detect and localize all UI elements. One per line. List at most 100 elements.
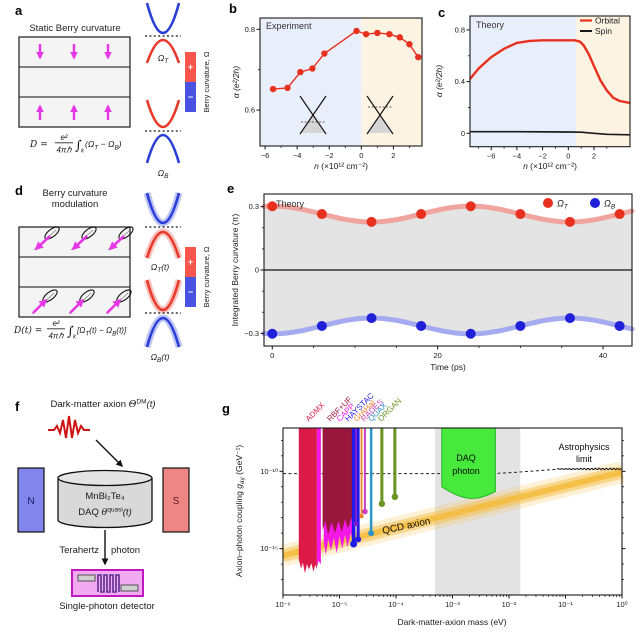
y-label-sub: aγ bbox=[239, 476, 246, 484]
axion-label: Dark-matter axion ΘDM(t) bbox=[50, 399, 155, 411]
legend-omega-t-label: ΩT bbox=[557, 199, 569, 211]
theory-annotation: Theory bbox=[276, 199, 305, 209]
colorbar-plus: + bbox=[188, 62, 193, 72]
panel-e-letter: e bbox=[227, 181, 235, 196]
omega-top-label: ΩT bbox=[158, 53, 169, 65]
x-tick-label: −4 bbox=[293, 151, 302, 160]
formula-mid: (t) − Ω bbox=[89, 326, 112, 335]
detector-pad bbox=[120, 584, 139, 592]
formula-mid: − Ω bbox=[98, 139, 115, 149]
panel-c-chart: −6 −4 −2 0 2 0.8 0.4 0 Theory Orbital Spin α (e… bbox=[434, 15, 631, 171]
formula-open: [Ω bbox=[76, 326, 85, 335]
omega-suffix: (t) bbox=[161, 262, 169, 272]
daq-post: (t) bbox=[123, 507, 132, 518]
data-point bbox=[406, 41, 413, 48]
data-point bbox=[374, 29, 381, 37]
crystal-cylinder: MnBi₂Te₄ DAQ θquasi(t) bbox=[57, 469, 153, 529]
integral-subscript: k bbox=[81, 149, 85, 155]
omega-t-point bbox=[515, 209, 526, 220]
data-point bbox=[362, 30, 370, 38]
y-label-g: g bbox=[234, 484, 244, 489]
x-axis-label: n (×10¹² cm⁻²) bbox=[523, 161, 577, 171]
panel-d-title-line2: modulation bbox=[52, 199, 98, 210]
precessing-moments-top bbox=[33, 226, 134, 251]
omega-t-point bbox=[366, 216, 377, 227]
chart-b-dynamic: −6 −4 −2 0 2 0.8 0.6 bbox=[245, 25, 422, 160]
x-label-units: (×10¹² cm⁻²) bbox=[528, 161, 577, 171]
panel-a-letter: a bbox=[15, 3, 23, 18]
integral-sign: ∫ bbox=[75, 139, 82, 154]
legend-omega-b-dot bbox=[590, 198, 600, 208]
y-axis-label: α (e²/2h) bbox=[231, 66, 241, 98]
band-structures-modulated bbox=[143, 192, 183, 348]
x-tick-label: 20 bbox=[433, 351, 441, 360]
plot-frame bbox=[263, 193, 633, 347]
data-point bbox=[297, 68, 304, 76]
x-tick-label: −6 bbox=[487, 152, 496, 161]
x-tick-label: 10⁻⁴ bbox=[388, 600, 404, 609]
x-tick-label: 0 bbox=[359, 151, 363, 160]
exclusion-region-CAPP bbox=[316, 428, 321, 568]
magnet-south-label: S bbox=[173, 496, 180, 507]
formula-open: (Ω bbox=[85, 139, 95, 149]
data-point bbox=[269, 85, 277, 93]
chart-e-dynamic: 0 20 40 0.3 0 −0.3 bbox=[244, 201, 635, 360]
formula-sub-t: T bbox=[94, 145, 99, 152]
precessing-moments-bottom bbox=[31, 289, 132, 315]
data-point bbox=[386, 30, 393, 38]
exclusion-line-end-QUAX bbox=[368, 530, 375, 537]
detector-meander bbox=[97, 574, 120, 593]
formula-modulated: D(t) = e² 4πℏ ∫ k [ΩT(t) − ΩB(t)] bbox=[13, 319, 127, 341]
photon-label: photon bbox=[111, 545, 140, 556]
data-point bbox=[353, 27, 360, 35]
panel-b-letter: b bbox=[229, 1, 237, 16]
x-tick-label: 2 bbox=[592, 152, 596, 161]
y-tick-label: 0.8 bbox=[245, 25, 255, 34]
single-photon-detector bbox=[71, 569, 144, 597]
y-axis-label: Axion–photon coupling gaγ (GeV⁻¹) bbox=[234, 445, 246, 578]
data-point bbox=[415, 53, 422, 61]
daq-photon-label-line1: DAQ bbox=[456, 453, 476, 463]
omega-t-point bbox=[614, 209, 625, 220]
omega-top-label: ΩT(t) bbox=[151, 262, 170, 274]
omega-base: Ω bbox=[158, 168, 165, 178]
x-tick-label: −2 bbox=[538, 152, 547, 161]
exclusion-line-end-ORGAN bbox=[378, 500, 386, 507]
plot-frame bbox=[259, 17, 423, 147]
magnetization-arrows-down bbox=[36, 44, 112, 60]
crystal-material-label: MnBi₂Te₄ bbox=[85, 491, 124, 502]
data-point bbox=[321, 50, 328, 57]
valence-band-top bbox=[145, 38, 181, 64]
omega-b-point bbox=[465, 328, 476, 339]
panel-a-title: Static Berry curvature bbox=[29, 23, 120, 34]
omega-sub: T bbox=[164, 58, 169, 65]
formula-body: (ΩT − ΩB) bbox=[85, 139, 122, 152]
axion-sup: DM bbox=[136, 399, 146, 406]
omega-suffix: (t) bbox=[161, 352, 169, 362]
exclusion-line-end-HAYSTAC-2 bbox=[355, 536, 362, 543]
experiment-label-ADMX: ADMX bbox=[304, 400, 327, 423]
y-label-post: (GeV⁻¹) bbox=[234, 445, 244, 478]
formula-denominator: 4πℏ bbox=[49, 332, 65, 341]
valence-band-bottom bbox=[145, 133, 181, 164]
y-tick-label: 10⁻¹⁰ bbox=[260, 467, 278, 476]
x-axis-label: n (×10¹² cm⁻²) bbox=[314, 161, 368, 171]
omega-base: Ω bbox=[151, 262, 158, 272]
legend: Orbital Spin bbox=[580, 16, 620, 36]
dirac-cone-inset-right bbox=[366, 95, 394, 135]
daq-photon-label-line2: photon bbox=[452, 466, 480, 476]
y-tick-label: 10⁻¹⁵ bbox=[260, 544, 278, 553]
y-tick-label: 0.8 bbox=[455, 25, 465, 34]
conduction-band-top bbox=[145, 2, 181, 35]
formula-sub-b: B bbox=[112, 331, 117, 338]
exclusion-line-end-CAPP-line bbox=[353, 521, 359, 527]
legend-spin-label: Spin bbox=[595, 26, 612, 36]
band-structures bbox=[145, 2, 181, 164]
x-tick-label: −4 bbox=[513, 152, 522, 161]
omega-base: Ω bbox=[557, 199, 564, 209]
omega-t-point bbox=[416, 209, 427, 220]
formula-lhs: D = bbox=[29, 140, 48, 150]
colorbar-positive bbox=[185, 52, 196, 82]
integral-sign: ∫ bbox=[67, 325, 74, 340]
